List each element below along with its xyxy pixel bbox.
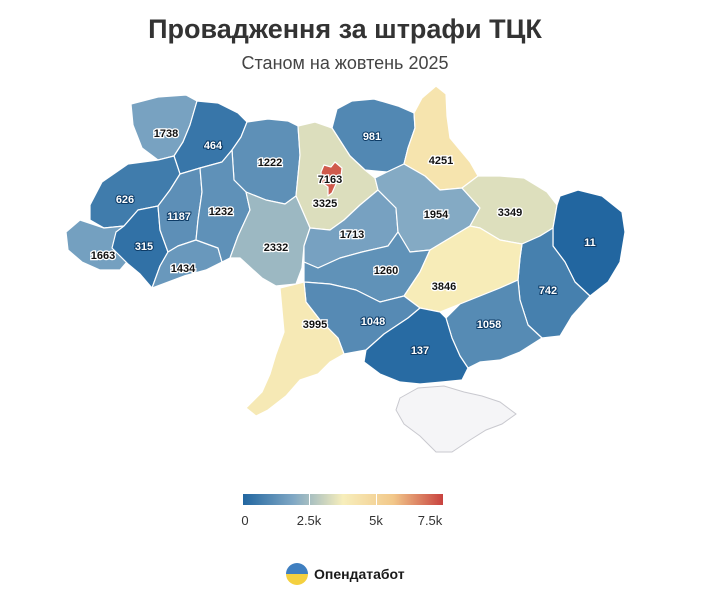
label-luhansk: 11 (584, 237, 596, 249)
region-odesa[interactable] (245, 281, 345, 417)
opendatabot-logo-icon (286, 563, 308, 585)
label-chernihiv: 981 (363, 131, 381, 143)
label-volyn: 1738 (154, 128, 178, 140)
region-kyiv-city[interactable] (320, 161, 343, 197)
label-rivne: 464 (204, 140, 223, 152)
region-vinnytsia[interactable] (229, 191, 311, 287)
label-kharkiv: 3349 (498, 207, 522, 219)
map-subtitle: Станом на жовтень 2025 (241, 53, 449, 73)
ukraine-map: 1738 464 1222 981 4251 3325 7163 626 166… (65, 85, 626, 453)
label-ternopil: 1187 (167, 211, 191, 223)
brand: Опендатабот (286, 562, 405, 586)
label-sumy: 4251 (429, 155, 453, 167)
label-chernivtsi: 1434 (171, 263, 196, 275)
label-zaporizhzhia: 1058 (477, 319, 501, 331)
brand-name: Опендатабот (314, 566, 405, 582)
label-zhytomyr: 1222 (258, 157, 282, 169)
label-cherkasy: 1713 (340, 229, 364, 241)
label-ivano-frankivsk: 315 (135, 241, 153, 253)
legend-divider (309, 494, 310, 505)
label-mykolaiv: 1048 (361, 316, 385, 328)
color-scale-bar (243, 494, 443, 505)
legend-tick-0: 0 (241, 513, 249, 528)
map-title: Провадження за штрафи ТЦК (148, 14, 542, 44)
region-kherson[interactable] (363, 307, 469, 385)
label-dnipropetrovsk: 3846 (432, 281, 456, 293)
region-crimea (395, 385, 517, 453)
label-lviv: 626 (116, 194, 134, 206)
label-zakarpattia: 1663 (91, 250, 115, 262)
label-vinnytsia: 2332 (264, 242, 288, 254)
legend-divider (376, 494, 377, 505)
legend-tick-3: 7.5k (417, 513, 443, 528)
label-kyiv-city: 7163 (318, 174, 342, 186)
label-poltava: 1954 (424, 209, 449, 221)
label-khmelnytskyi: 1232 (209, 206, 233, 218)
label-kirovohrad: 1260 (374, 265, 398, 277)
label-kyiv-oblast: 3325 (313, 198, 337, 210)
legend-tick-2: 5k (369, 513, 383, 528)
label-odesa: 3995 (303, 319, 327, 331)
legend-tick-1: 2.5k (296, 513, 322, 528)
region-chernivtsi[interactable] (151, 239, 223, 289)
label-donetsk: 742 (539, 285, 557, 297)
label-kherson: 137 (411, 345, 429, 357)
